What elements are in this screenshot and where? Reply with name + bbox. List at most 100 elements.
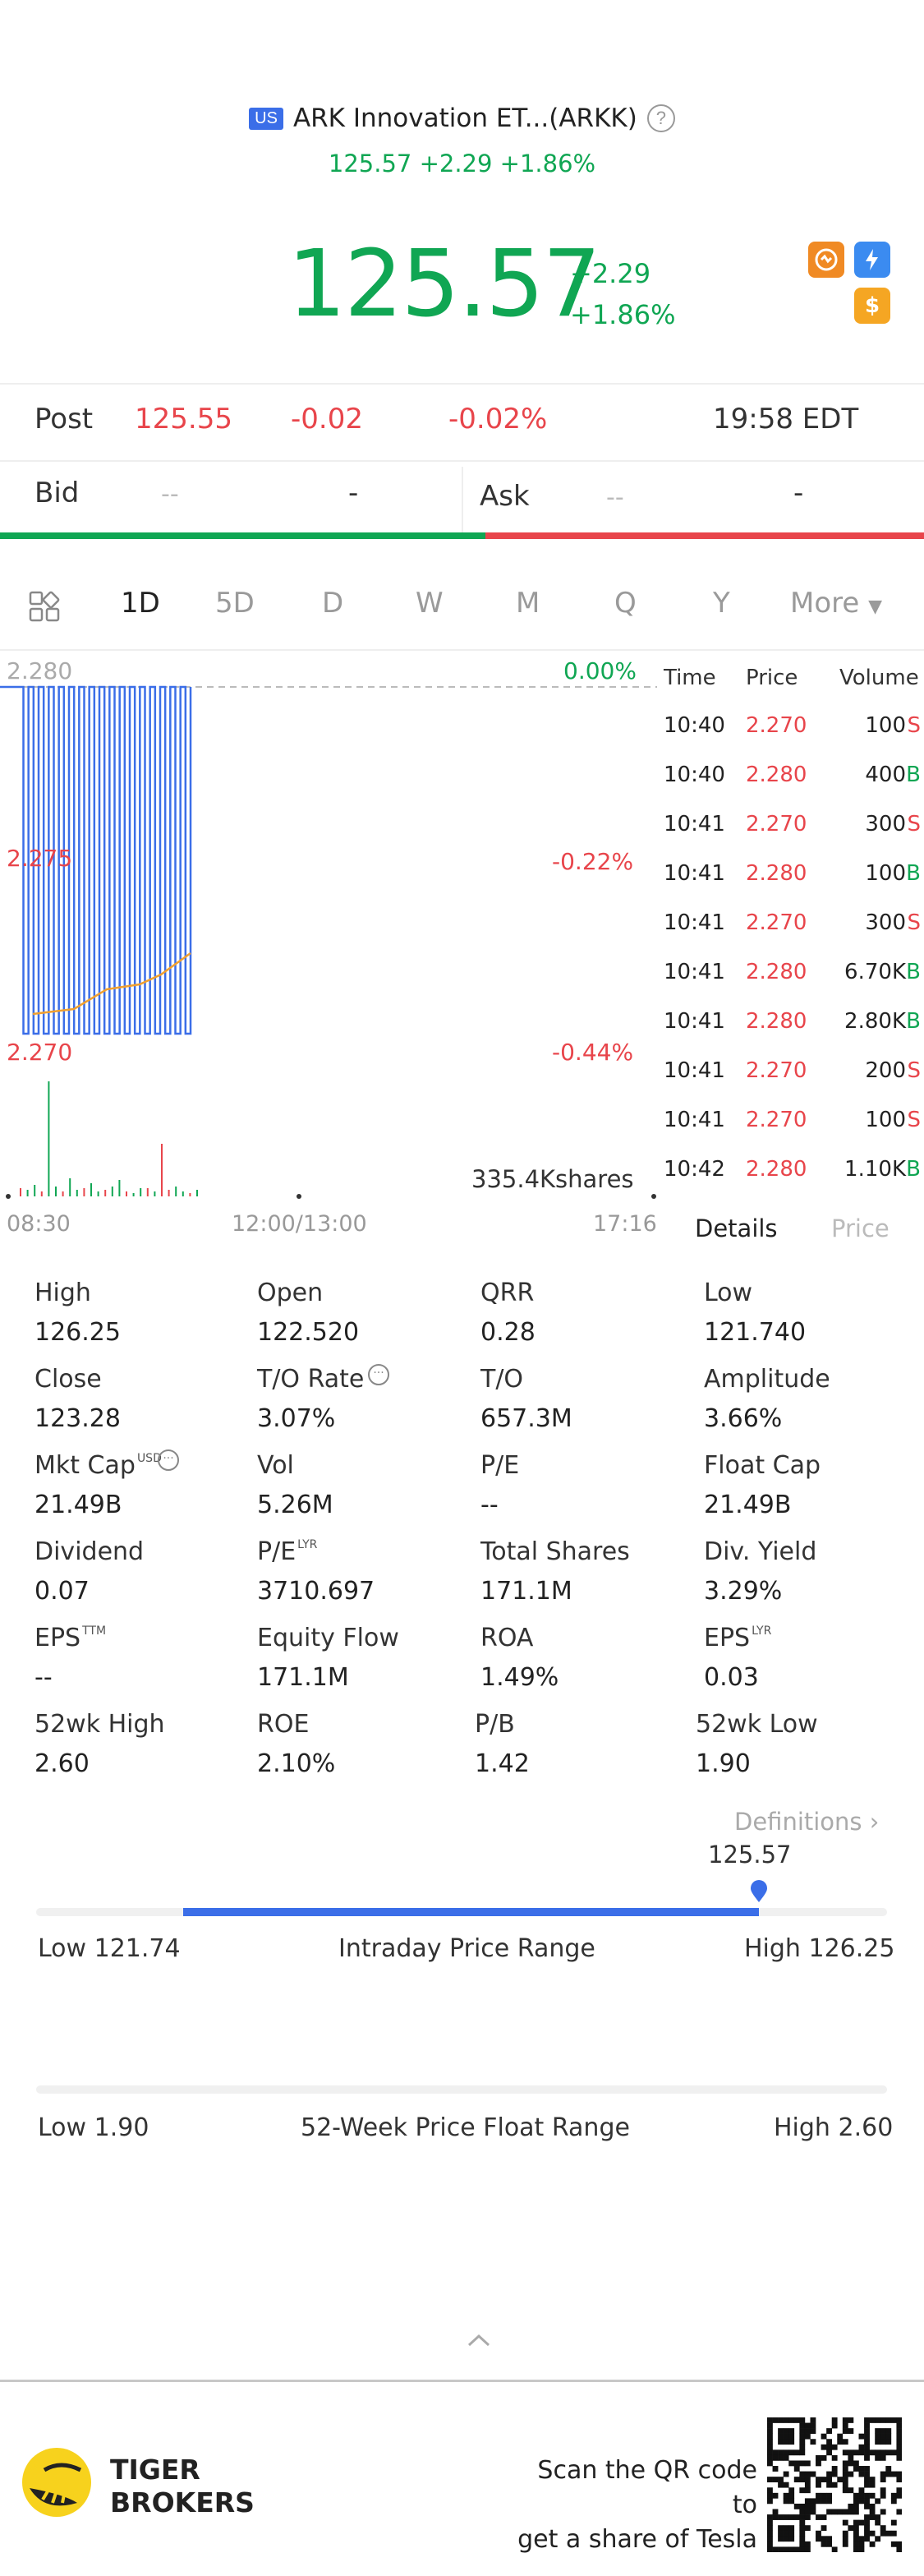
caret-down-icon: ▼ [868,597,883,617]
trade-side: B [906,861,921,886]
tab-details[interactable]: Details [695,1214,778,1242]
feature-icon[interactable] [808,242,844,278]
stat-label: QRR [480,1279,535,1307]
last-price: 125.57 [287,231,601,338]
trade-time: 10:42 [664,1157,725,1182]
intraday-title: Intraday Price Range [338,1934,595,1963]
tab-price[interactable]: Price [831,1214,890,1242]
volume-bar [34,1185,36,1196]
week52-range-track [36,2085,887,2094]
stat-value: 21.49B [704,1491,792,1519]
week52-low: Low 1.90 [38,2113,149,2142]
trade-volume: 100 [865,713,906,738]
trade-volume: 1.10K [844,1157,906,1182]
price-change: +2.29 +1.86% [570,253,675,335]
trade-row: 10:41 2.270 300 S [0,910,924,960]
volume-bar [126,1191,127,1196]
tab-w[interactable]: W [416,587,444,620]
stat-value: 0.28 [480,1318,536,1347]
average-line [32,952,191,1016]
volume-bar [97,1191,99,1196]
dollar-icon[interactable]: $ [854,288,890,324]
stat-value: 657.3M [480,1404,572,1433]
stat-label: Vol [257,1451,294,1480]
pct-label-top: 0.00% [563,657,637,684]
brand-name: TIGER BROKERS [110,2454,255,2519]
lightning-icon[interactable] [854,242,890,278]
post-label: Post [34,403,94,435]
volume-bar [48,1081,50,1196]
trade-row: 10:41 2.270 200 S [0,1058,924,1108]
trade-time: 10:41 [664,861,725,886]
stat-superscript: USD [136,1452,162,1465]
volume-label: 335.4Kshares [471,1165,634,1193]
volume-bar [90,1183,92,1196]
volume-bar [55,1187,57,1196]
trade-price: 2.280 [746,1157,807,1182]
divider [0,649,924,651]
post-change-pct: -0.02% [448,403,548,435]
stat-value: 3.29% [704,1577,783,1606]
y-label-bottom: 2.270 [7,1039,73,1066]
stat-label: P/E [480,1451,520,1480]
trades-col-volume: Volume [839,666,919,690]
price-series [0,685,192,1035]
stat-value: 3.66% [704,1404,783,1433]
bid-ask-row: Bid -- - Ask -- - [0,477,924,526]
trade-row: 10:41 2.270 300 S [0,812,924,861]
tab-y[interactable]: Y [713,587,730,620]
stat-value: 0.03 [704,1663,759,1692]
info-icon[interactable]: ··· [368,1364,389,1385]
stat-label: Total Shares [480,1537,630,1566]
scan-text: Scan the QR code to get a share of Tesla [514,2454,757,2557]
tab-m[interactable]: M [516,587,540,620]
ask-price: -- [606,483,624,512]
stat-value: 3.07% [257,1404,336,1433]
stock-title[interactable]: ARK Innovation ET...(ARKK) [292,104,637,133]
trade-side: B [906,763,921,787]
stat-label: EPS LYR [704,1624,772,1652]
sub-quote: 125.57 +2.29 +1.86% [328,150,596,177]
stat-label: ROA [480,1624,534,1652]
stat-label: Dividend [34,1537,145,1566]
chevron-up-icon[interactable] [467,2332,491,2352]
title-row: US ARK Innovation ET...(ARKK) ? [0,104,924,133]
tab-more-label: More [790,587,860,620]
help-icon[interactable]: ? [646,104,675,132]
trade-side: B [906,1157,921,1182]
tab-more[interactable]: More ▼ [790,587,882,620]
post-change: -0.02 [291,403,363,435]
trade-side: S [907,1058,921,1083]
trade-row: 10:42 2.280 1.10K B [0,1157,924,1206]
bid-size: - [348,477,359,509]
tab-1d[interactable]: 1D [121,587,160,620]
tab-5d[interactable]: 5D [215,587,255,620]
tab-q[interactable]: Q [614,587,637,620]
trade-price: 2.280 [746,960,807,984]
stat-label: 52wk High [34,1710,165,1739]
layout-grid-icon[interactable] [28,590,61,630]
definitions-link[interactable]: Definitions › [734,1808,879,1836]
stat-label: ROE [257,1710,310,1739]
trade-row: 10:40 2.270 100 S [0,713,924,763]
trade-time: 10:40 [664,713,725,738]
stat-value: -- [480,1491,499,1519]
stat-label: Close [34,1365,102,1394]
intraday-chart[interactable] [0,654,657,1213]
trade-volume: 300 [865,910,906,935]
trade-row: 10:41 2.280 100 B [0,861,924,910]
info-icon[interactable]: ··· [158,1449,179,1471]
stat-value: 121.740 [704,1318,807,1347]
stat-label: T/O Rate [257,1365,365,1394]
qr-code [767,2417,902,2552]
trade-row: 10:41 2.270 100 S [0,1108,924,1157]
tab-d[interactable]: D [322,587,344,620]
definitions-label: Definitions [734,1808,862,1836]
volume-bar [161,1144,163,1196]
trade-side: S [907,1108,921,1132]
trade-side: S [907,910,921,935]
time-start: 08:30 [7,1211,71,1237]
stat-label: P/E LYR [257,1537,318,1566]
divider [0,383,924,385]
trade-time: 10:40 [664,763,725,787]
